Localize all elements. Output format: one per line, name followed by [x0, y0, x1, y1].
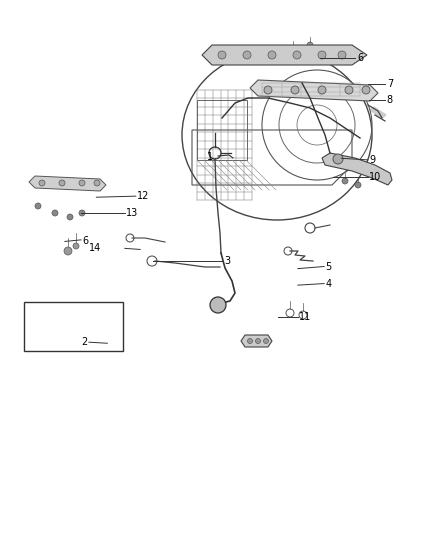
Text: 14: 14 [88, 244, 101, 253]
Text: 9: 9 [369, 155, 375, 165]
Circle shape [52, 210, 58, 216]
Circle shape [264, 86, 272, 94]
Circle shape [64, 247, 72, 255]
Text: 1: 1 [207, 152, 213, 162]
Circle shape [67, 214, 73, 220]
Bar [197, 100, 247, 160]
Circle shape [255, 338, 261, 343]
Circle shape [333, 154, 343, 164]
Circle shape [94, 180, 100, 186]
Circle shape [318, 51, 326, 59]
Text: 12: 12 [137, 191, 149, 201]
Circle shape [318, 86, 326, 94]
Text: 7: 7 [387, 79, 393, 89]
Circle shape [79, 180, 85, 186]
Circle shape [79, 210, 85, 216]
Circle shape [39, 180, 45, 186]
Text: 11: 11 [299, 312, 311, 322]
Circle shape [247, 338, 252, 343]
Polygon shape [29, 176, 106, 191]
Text: 4: 4 [325, 279, 332, 288]
Circle shape [291, 86, 299, 94]
Circle shape [290, 46, 296, 52]
Text: 10: 10 [369, 172, 381, 182]
Circle shape [218, 51, 226, 59]
Circle shape [342, 178, 348, 184]
Text: 6: 6 [357, 53, 363, 62]
Circle shape [345, 86, 353, 94]
Circle shape [307, 42, 313, 48]
Text: 6: 6 [82, 237, 88, 246]
Circle shape [73, 243, 79, 249]
Circle shape [59, 180, 65, 186]
Circle shape [264, 338, 268, 343]
Text: 3: 3 [225, 256, 231, 266]
Text: 5: 5 [325, 262, 332, 271]
Circle shape [293, 51, 301, 59]
Circle shape [315, 52, 321, 58]
Circle shape [355, 182, 361, 188]
Polygon shape [250, 80, 378, 101]
Circle shape [338, 51, 346, 59]
Circle shape [362, 86, 370, 94]
Circle shape [327, 52, 333, 58]
Text: 8: 8 [387, 95, 393, 104]
Text: 13: 13 [126, 208, 138, 218]
Bar [24, 302, 123, 351]
Polygon shape [241, 335, 272, 347]
Circle shape [35, 203, 41, 209]
Polygon shape [370, 107, 386, 118]
Text: 2: 2 [81, 337, 88, 347]
Polygon shape [322, 153, 392, 185]
Circle shape [243, 51, 251, 59]
Circle shape [210, 297, 226, 313]
Polygon shape [202, 45, 367, 65]
Circle shape [268, 51, 276, 59]
